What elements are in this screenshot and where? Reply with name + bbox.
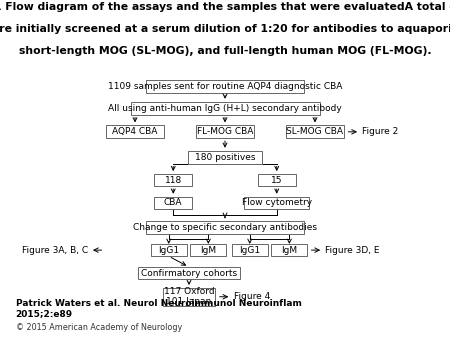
Text: © 2015 American Academy of Neurology: © 2015 American Academy of Neurology — [16, 323, 182, 332]
FancyBboxPatch shape — [139, 267, 239, 279]
Text: FL-MOG CBA: FL-MOG CBA — [197, 127, 253, 136]
Text: short-length MOG (SL-MOG), and full-length human MOG (FL-MOG).: short-length MOG (SL-MOG), and full-leng… — [19, 46, 431, 56]
FancyBboxPatch shape — [154, 197, 193, 209]
FancyBboxPatch shape — [232, 244, 268, 256]
Text: IgG1: IgG1 — [158, 246, 179, 255]
FancyBboxPatch shape — [163, 288, 215, 306]
Text: Figure 3D, E: Figure 3D, E — [325, 246, 380, 255]
FancyBboxPatch shape — [271, 244, 307, 256]
FancyBboxPatch shape — [286, 125, 344, 138]
FancyBboxPatch shape — [190, 244, 226, 256]
FancyBboxPatch shape — [130, 102, 320, 115]
FancyBboxPatch shape — [196, 125, 254, 138]
Text: Change to specific secondary antibodies: Change to specific secondary antibodies — [133, 223, 317, 232]
Text: SL-MOG CBA: SL-MOG CBA — [287, 127, 343, 136]
Text: 2015;2:e89: 2015;2:e89 — [16, 309, 73, 318]
FancyBboxPatch shape — [151, 244, 187, 256]
Text: Figure 1 Flow diagram of the assays and the samples that were evaluatedA total o: Figure 1 Flow diagram of the assays and … — [0, 2, 450, 12]
Text: Confirmatory cohorts: Confirmatory cohorts — [141, 269, 237, 277]
Text: Figure 3A, B, C: Figure 3A, B, C — [22, 246, 88, 255]
Text: Flow cytometry: Flow cytometry — [242, 198, 312, 207]
Text: 1109 samples sent for routine AQP4 diagnostic CBA: 1109 samples sent for routine AQP4 diagn… — [108, 82, 342, 91]
Text: CBA: CBA — [164, 198, 183, 207]
FancyBboxPatch shape — [257, 174, 296, 186]
FancyBboxPatch shape — [146, 80, 304, 93]
FancyBboxPatch shape — [154, 174, 193, 186]
FancyBboxPatch shape — [106, 125, 164, 138]
Text: Figure 4: Figure 4 — [234, 292, 270, 301]
Text: All using anti-human IgG (H+L) secondary antibody: All using anti-human IgG (H+L) secondary… — [108, 104, 342, 113]
Text: 118: 118 — [165, 176, 182, 185]
Text: samples were initially screened at a serum dilution of 1:20 for antibodies to aq: samples were initially screened at a ser… — [0, 24, 450, 34]
Text: Figure 2: Figure 2 — [362, 127, 399, 136]
Text: Patrick Waters et al. Neurol Neuroimmunol Neuroinflam: Patrick Waters et al. Neurol Neuroimmuno… — [16, 298, 302, 308]
FancyBboxPatch shape — [188, 151, 262, 164]
Text: 15: 15 — [271, 176, 283, 185]
FancyBboxPatch shape — [146, 221, 304, 234]
Text: IgM: IgM — [281, 246, 297, 255]
Text: 117 Oxford
101 Japan: 117 Oxford 101 Japan — [164, 287, 214, 307]
Text: IgG1: IgG1 — [239, 246, 260, 255]
Text: IgM: IgM — [200, 246, 216, 255]
Text: AQP4 CBA: AQP4 CBA — [112, 127, 158, 136]
FancyBboxPatch shape — [244, 197, 310, 209]
Text: 180 positives: 180 positives — [195, 153, 255, 162]
